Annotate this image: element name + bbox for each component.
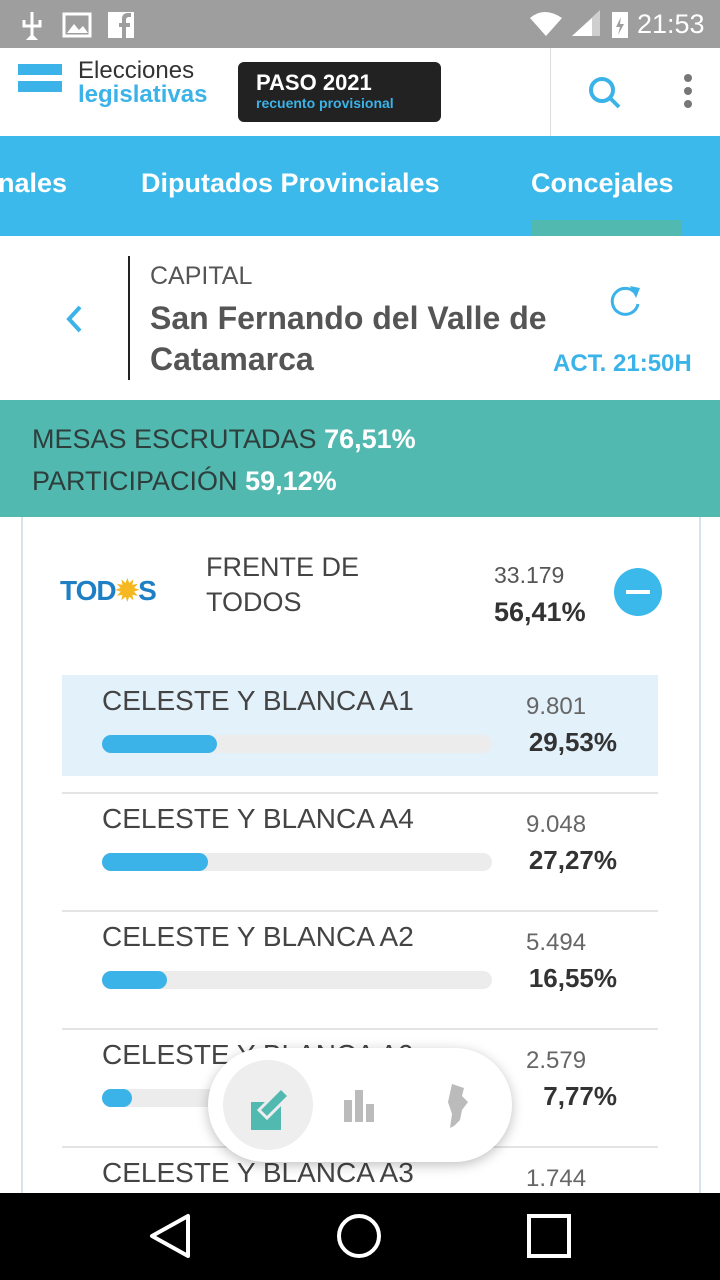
- nav-vote[interactable]: [223, 1060, 313, 1150]
- party-name: TODOS: [206, 587, 302, 617]
- candidate-votes: 2.579: [526, 1047, 587, 1074]
- separator: [62, 792, 658, 794]
- separator: [62, 1028, 658, 1030]
- tab-bar: nales Diputados Provinciales Concejales: [0, 136, 720, 236]
- candidate-percent: 16,55%: [528, 963, 617, 993]
- card: [21, 517, 701, 1193]
- refresh-button[interactable]: [606, 282, 646, 318]
- candidate-name: CELESTE Y BLANCA A3: [102, 1157, 414, 1188]
- floating-nav: [208, 1048, 512, 1162]
- search-button[interactable]: [586, 75, 626, 111]
- party-votes: 33.179: [494, 562, 565, 588]
- nav-buttons: [150, 1214, 571, 1258]
- party-name: FRENTE DE: [206, 552, 360, 582]
- badge-subtitle: recuento provisional: [256, 95, 394, 111]
- logo-stripe: [18, 81, 62, 92]
- candidate-name: CELESTE Y BLANCA A2: [102, 921, 414, 952]
- logo-text: S: [138, 575, 157, 606]
- candidate-votes: 1.744: [526, 1165, 587, 1192]
- navigation-bar: [0, 1193, 720, 1280]
- collapse-button[interactable]: [613, 567, 663, 617]
- candidate-votes: 5.494: [526, 929, 587, 956]
- tab-indicator: [531, 220, 681, 236]
- nav-results[interactable]: [340, 1088, 380, 1124]
- status-icons: [22, 12, 134, 40]
- system-icons: [530, 10, 628, 38]
- divider: [550, 48, 551, 136]
- party-logo: TOD✹S: [60, 575, 157, 606]
- brand: Elecciones: [78, 57, 195, 84]
- stat-value: 59,12%: [245, 466, 337, 496]
- candidate-name: CELESTE Y BLANCA A1: [102, 685, 414, 716]
- menu-button[interactable]: [678, 73, 698, 113]
- place-name: San Fernando del Valle de: [150, 300, 547, 336]
- tab[interactable]: Concejales: [531, 168, 674, 198]
- candidate-percent: 7,77%: [543, 1081, 617, 1111]
- candidate-votes: 9.801: [526, 693, 587, 720]
- bar-track: [102, 971, 492, 989]
- logo-text: TOD: [60, 575, 117, 606]
- status-bar: 21:53: [0, 0, 720, 48]
- tab[interactable]: nales: [0, 168, 68, 198]
- bar: [102, 853, 209, 871]
- bar: [102, 735, 218, 753]
- tab[interactable]: Diputados Provinciales: [141, 168, 440, 198]
- badge: PASO 2021 recuento provisional: [238, 62, 441, 122]
- badge-title: PASO 2021: [256, 70, 372, 95]
- nav-map[interactable]: [440, 1082, 474, 1130]
- back-button[interactable]: [60, 302, 90, 336]
- bar: [102, 971, 167, 989]
- divider: [128, 256, 130, 380]
- party-percent: 56,41%: [494, 597, 586, 627]
- stat: PARTICIPACIÓN 59,12%: [32, 466, 337, 497]
- stat-label: MESAS ESCRUTADAS: [32, 424, 317, 454]
- brand: legislativas: [78, 81, 208, 108]
- region: CAPITAL: [150, 262, 253, 290]
- place-name: Catamarca: [150, 341, 314, 377]
- logo-stripe: [18, 64, 62, 75]
- app-header: Elecciones legislativas PASO 2021 recuen…: [0, 48, 720, 136]
- stat-label: PARTICIPACIÓN: [32, 466, 238, 496]
- candidate-percent: 27,27%: [528, 845, 617, 875]
- candidate-percent: 29,53%: [528, 727, 617, 757]
- row-highlight: [62, 675, 658, 776]
- stat: MESAS ESCRUTADAS 76,51%: [32, 424, 416, 455]
- updated-time: ACT. 21:50H: [553, 350, 692, 377]
- candidate-votes: 9.048: [526, 811, 587, 838]
- stat-value: 76,51%: [324, 424, 416, 454]
- clock: 21:53: [637, 9, 705, 39]
- separator: [62, 910, 658, 912]
- candidate-name: CELESTE Y BLANCA A4: [102, 803, 414, 834]
- stats-band: MESAS ESCRUTADAS 76,51% PARTICIPACIÓN 59…: [0, 400, 720, 517]
- bar: [102, 1089, 133, 1107]
